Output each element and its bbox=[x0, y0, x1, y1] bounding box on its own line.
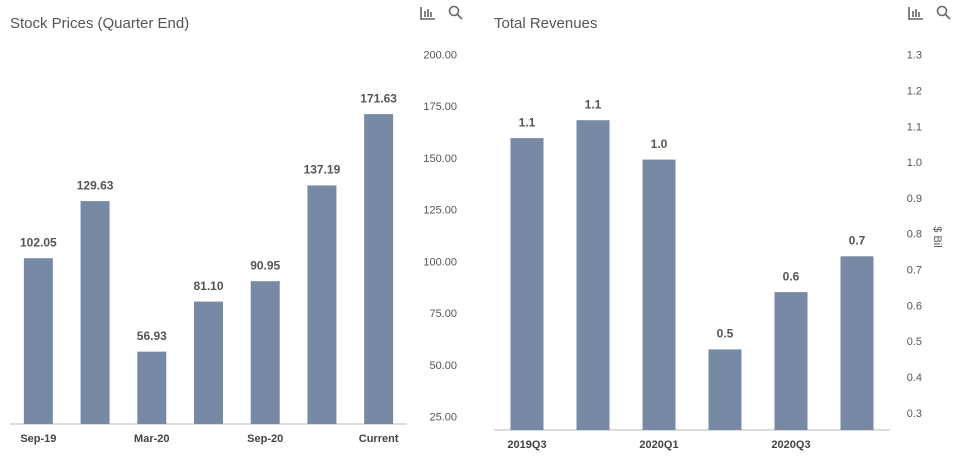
x-tick-label: Mar-20 bbox=[134, 433, 169, 445]
bar bbox=[708, 349, 742, 430]
data-label: 129.63 bbox=[77, 178, 114, 192]
x-tick-label: Sep-20 bbox=[247, 433, 283, 445]
y-tick-label: 150.00 bbox=[423, 153, 457, 165]
bar bbox=[774, 292, 808, 430]
y-tick-label: 0.5 bbox=[907, 336, 922, 348]
search-icon[interactable] bbox=[936, 5, 951, 20]
y-tick-label: 0.7 bbox=[907, 265, 922, 277]
data-label: 90.95 bbox=[250, 258, 280, 272]
bar bbox=[137, 351, 167, 424]
y-tick-label: 25.00 bbox=[429, 412, 457, 424]
data-label: 102.05 bbox=[20, 235, 57, 249]
y-tick-label: 75.00 bbox=[429, 308, 457, 320]
data-label: 1.1 bbox=[519, 115, 536, 129]
x-tick-label: 2020Q1 bbox=[639, 439, 678, 451]
data-label: 0.7 bbox=[849, 233, 866, 247]
bar bbox=[250, 281, 280, 424]
y-tick-label: 1.0 bbox=[907, 157, 922, 169]
data-label: 1.1 bbox=[585, 97, 602, 111]
y-tick-label: 0.8 bbox=[907, 229, 922, 241]
x-tick-label: 2020Q3 bbox=[771, 439, 810, 451]
y-tick-label: 0.4 bbox=[907, 372, 922, 384]
bar bbox=[80, 201, 110, 424]
chart-icon[interactable] bbox=[420, 7, 435, 20]
y-tick-label: 1.1 bbox=[907, 121, 922, 133]
chart-title: Total Revenues bbox=[494, 15, 597, 32]
x-tick-label: Sep-19 bbox=[20, 433, 56, 445]
data-label: 137.19 bbox=[304, 163, 341, 177]
y-tick-label: 100.00 bbox=[423, 256, 457, 268]
data-label: 1.0 bbox=[651, 137, 668, 151]
y-tick-label: 200.00 bbox=[423, 49, 457, 61]
bar bbox=[194, 301, 223, 424]
data-label: 81.10 bbox=[193, 279, 223, 293]
y-tick-label: 0.3 bbox=[907, 408, 922, 420]
y-tick-label: 175.00 bbox=[423, 101, 457, 113]
bar bbox=[576, 120, 610, 431]
y-tick-label: 0.9 bbox=[907, 193, 922, 205]
y-tick-label: 50.00 bbox=[429, 360, 457, 372]
data-label: 171.63 bbox=[360, 91, 397, 105]
data-label: 56.93 bbox=[137, 329, 167, 343]
y-tick-label: 1.3 bbox=[907, 50, 922, 62]
x-tick-label: 2019Q3 bbox=[507, 439, 546, 451]
data-label: 0.5 bbox=[717, 327, 734, 341]
bar bbox=[642, 159, 676, 430]
bar bbox=[510, 138, 544, 430]
search-icon[interactable] bbox=[448, 5, 463, 20]
bar bbox=[840, 256, 874, 430]
chart-icon[interactable] bbox=[908, 7, 923, 20]
y-tick-label: 125.00 bbox=[423, 205, 457, 217]
bar bbox=[364, 114, 394, 425]
y-tick-label: 1.2 bbox=[907, 85, 922, 97]
y-tick-label: 0.6 bbox=[907, 300, 922, 312]
bar bbox=[307, 185, 337, 424]
y-axis-label: $ Bil bbox=[931, 226, 943, 247]
bar bbox=[23, 258, 53, 424]
x-tick-label: Current bbox=[359, 433, 399, 445]
data-label: 0.6 bbox=[783, 269, 800, 283]
chart-title: Stock Prices (Quarter End) bbox=[10, 15, 189, 32]
